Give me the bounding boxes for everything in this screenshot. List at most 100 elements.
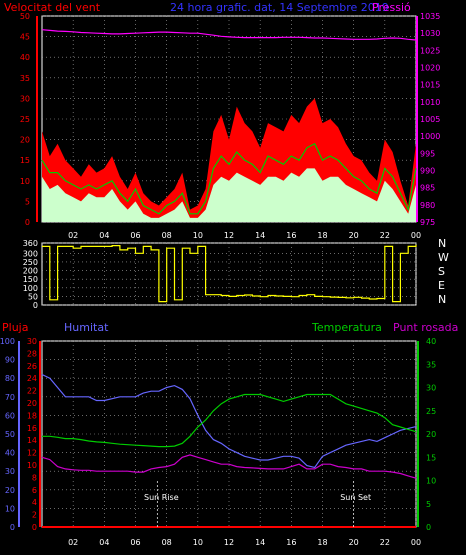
rain-y-tick-label: 4: [32, 498, 37, 507]
wind-direction-line: [42, 244, 417, 303]
temperature-y-tick-label: 35: [426, 360, 436, 369]
pressure-y-tick-label: 975: [420, 218, 435, 227]
rain-y-tick-label: 16: [27, 424, 37, 433]
humidity-y-tick-label: 80: [5, 374, 15, 383]
pressure-y-tick-label: 1000: [420, 132, 440, 141]
rain-label: Pluja: [2, 321, 28, 334]
rain-y-tick-label: 10: [27, 461, 37, 470]
humidity-y-tick-label: 100: [0, 337, 15, 346]
climate-x-tick-label: 08: [162, 538, 172, 547]
pressure-y-tick-label: 1030: [420, 29, 440, 38]
rain-y-tick-label: 14: [27, 436, 37, 445]
wind-x-tick-label: 22: [380, 231, 390, 240]
climate-x-tick-label: 12: [224, 538, 234, 547]
dewpoint-label: Punt rosada: [393, 321, 458, 334]
rain-y-tick-label: 22: [27, 387, 37, 396]
wind-x-tick-label: 06: [130, 231, 140, 240]
humidity-y-tick-label: 90: [5, 356, 15, 365]
direction-y-tick-label: 250: [23, 258, 38, 267]
temperature-line: [42, 393, 417, 448]
wind-y-tick-label: 25: [20, 115, 30, 124]
humidity-y-tick-label: 30: [5, 467, 15, 476]
climate-x-tick-label: 02: [68, 538, 78, 547]
compass-direction-label: E: [438, 279, 445, 292]
climate-x-tick-label: 00: [411, 538, 421, 547]
humidity-y-tick-label: 20: [5, 486, 15, 495]
pressure-y-tick-label: 1005: [420, 115, 440, 124]
wind-speed-title: Velocitat del vent: [4, 1, 101, 14]
climate-panel: 0102030405060708090100024681012141618202…: [0, 337, 436, 547]
wind-x-tick-label: 12: [224, 231, 234, 240]
direction-y-tick-label: 150: [23, 275, 38, 284]
temperature-y-tick-label: 20: [426, 430, 436, 439]
pressure-y-tick-label: 990: [420, 167, 435, 176]
pressure-y-tick-label: 1010: [420, 98, 440, 107]
wind-y-tick-label: 35: [20, 74, 30, 83]
wind-y-tick-label: 20: [20, 136, 30, 145]
climate-x-tick-label: 16: [286, 538, 296, 547]
rain-y-tick-label: 30: [27, 337, 37, 346]
climate-x-tick-label: 20: [349, 538, 359, 547]
temperature-y-tick-label: 25: [426, 407, 436, 416]
rain-y-tick-label: 8: [32, 473, 37, 482]
wind-y-tick-label: 15: [20, 156, 30, 165]
humidity-line: [41, 373, 417, 469]
wind-x-tick-label: 00: [411, 231, 421, 240]
wind-x-tick-label: 18: [317, 231, 327, 240]
pressure-y-tick-label: 1035: [420, 12, 440, 21]
humidity-y-tick-label: 50: [5, 430, 15, 439]
wind-x-tick-label: 10: [193, 231, 203, 240]
climate-x-tick-label: 04: [99, 538, 109, 547]
temperature-label: Temperatura: [311, 321, 382, 334]
wind-y-tick-label: 10: [20, 177, 30, 186]
wind-y-tick-label: 45: [20, 33, 30, 42]
pressure-line: [41, 29, 417, 41]
wind-y-tick-label: 30: [20, 94, 30, 103]
temperature-y-tick-label: 15: [426, 453, 436, 462]
temperature-y-tick-label: 40: [426, 337, 436, 346]
rain-y-tick-label: 0: [32, 523, 37, 532]
wind-y-tick-label: 40: [20, 53, 30, 62]
sunset-label: Sun Set: [340, 493, 371, 502]
pressure-title: Pressió: [372, 1, 411, 14]
rain-y-tick-label: 6: [32, 486, 37, 495]
wind-y-tick-label: 5: [25, 197, 30, 206]
direction-y-tick-label: 300: [23, 249, 38, 258]
humidity-y-tick-label: 10: [5, 504, 15, 513]
pressure-y-tick-label: 980: [420, 201, 435, 210]
wind-x-tick-label: 04: [99, 231, 109, 240]
humidity-label: Humitat: [64, 321, 109, 334]
compass-direction-label: S: [438, 265, 445, 278]
rain-y-tick-label: 18: [27, 411, 37, 420]
temperature-y-tick-label: 30: [426, 384, 436, 393]
wind-panel: 02 04 06 08 10 12 14 16 18 20 22 000510152025303540…: [20, 12, 441, 240]
direction-y-tick-label: 200: [23, 267, 38, 276]
dewpoint-line: [41, 454, 417, 479]
direction-y-tick-label: 0: [33, 301, 38, 310]
temperature-y-tick-label: 10: [426, 477, 436, 486]
rain-y-tick-label: 12: [27, 449, 37, 458]
humidity-y-tick-label: 40: [5, 449, 15, 458]
pressure-y-tick-label: 995: [420, 149, 435, 158]
rain-y-tick-label: 2: [32, 511, 37, 520]
rain-y-tick-label: 20: [27, 399, 37, 408]
wind-x-tick-label: 14: [255, 231, 265, 240]
compass-direction-label: N: [438, 293, 446, 306]
climate-x-tick-label: 14: [255, 538, 265, 547]
wind-y-tick-label: 0: [25, 218, 30, 227]
wind-mean-area: [42, 168, 416, 222]
climate-x-tick-label: 18: [317, 538, 327, 547]
climate-x-tick-label: 06: [130, 538, 140, 547]
rain-y-tick-label: 26: [27, 362, 37, 371]
wind-x-tick-label: 20: [349, 231, 359, 240]
compass-direction-label: W: [438, 251, 449, 264]
rain-y-tick-label: 24: [27, 374, 37, 383]
wind-x-tick-label: 16: [286, 231, 296, 240]
compass-direction-label: N: [438, 237, 446, 250]
pressure-y-tick-label: 1020: [420, 64, 440, 73]
climate-x-tick-label: 22: [380, 538, 390, 547]
direction-y-tick-label: 360: [23, 239, 38, 248]
climate-x-tick-label: 10: [193, 538, 203, 547]
direction-y-tick-label: 50: [28, 292, 38, 301]
